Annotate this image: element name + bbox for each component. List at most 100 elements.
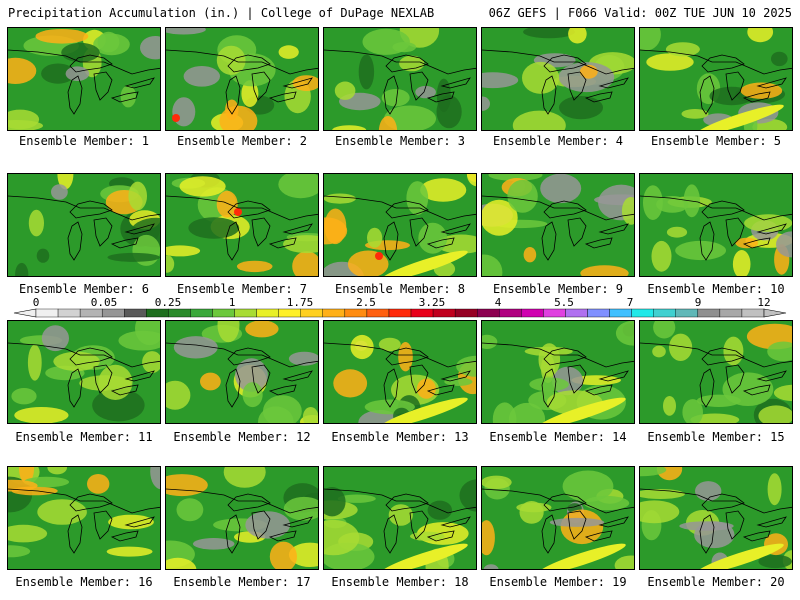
colorbar-segment [719,308,743,318]
ensemble-map-panel [481,173,635,277]
colorbar-tick-label: 9 [694,296,702,309]
ensemble-map-panel [165,320,319,424]
precip-map [482,321,634,423]
precip-map [166,321,318,423]
colorbar-segment [344,308,368,318]
colorbar-tick-label: 7 [626,296,634,309]
colorbar-segment [101,308,125,318]
ensemble-map-panel [481,466,635,570]
colorbar-segment [212,308,235,318]
colorbar-segment [587,308,610,318]
ensemble-map-panel [639,173,793,277]
precip-map [482,28,634,130]
ensemble-map-panel [323,466,477,570]
colorbar-max-arrow [763,308,787,318]
colorbar-segment [35,308,59,318]
ensemble-member-label: Ensemble Member: 17 [173,575,311,589]
precip-map [8,467,160,569]
colorbar-segment [477,308,500,318]
colorbar-segment [190,308,213,318]
precip-map [324,321,476,423]
colorbar-tick-label: 1 [228,296,236,309]
colorbar: 0 0.05 0.25 1 1.75 2.5 3.25 4 5.5 7 9 12 [0,296,800,322]
ensemble-member-label: Ensemble Member: 1 [18,134,150,148]
ensemble-map-panel [7,27,161,131]
colorbar-segment [741,308,765,318]
precip-map [8,174,160,276]
colorbar-tick-label: 5.5 [554,296,574,309]
precip-map [166,174,318,276]
colorbar-tick-label: 4 [494,296,502,309]
colorbar-segment [278,308,301,318]
ensemble-member-label: Ensemble Member: 7 [176,282,308,296]
ensemble-member-label: Ensemble Member: 9 [492,282,624,296]
ensemble-map-panel [639,27,793,131]
colorbar-tick-label: 0 [32,296,40,309]
colorbar-tick-label: 2.5 [356,296,376,309]
colorbar-segment [322,308,346,318]
colorbar-segment [653,308,676,318]
colorbar-segment [521,308,544,318]
colorbar-segment [234,308,257,318]
ensemble-map-panel [639,320,793,424]
ensemble-map-panel [481,27,635,131]
precip-map [640,174,792,276]
colorbar-segment [256,308,279,318]
ensemble-map-panel [7,466,161,570]
colorbar-segment [543,308,566,318]
ensemble-map-panel [323,320,477,424]
ensemble-map-panel [481,320,635,424]
colorbar-segment [124,308,147,318]
ensemble-member-label: Ensemble Member: 2 [176,134,308,148]
colorbar-segment [454,308,478,318]
ensemble-map-panel [165,173,319,277]
colorbar-segment [410,308,434,318]
ensemble-map-panel [7,320,161,424]
model-run-info: 06Z GEFS | F066 Valid: 00Z TUE JUN 10 20… [488,6,792,20]
ensemble-member-label: Ensemble Member: 6 [18,282,150,296]
precip-map [482,174,634,276]
precip-map [640,28,792,130]
ensemble-member-label: Ensemble Member: 11 [15,430,153,444]
precip-map [166,467,318,569]
ensemble-map-panel [323,173,477,277]
precip-map [324,467,476,569]
colorbar-segment [366,308,390,318]
precip-map [324,174,476,276]
ensemble-member-label: Ensemble Member: 15 [647,430,785,444]
colorbar-segment [168,308,191,318]
colorbar-segment [146,308,169,318]
ensemble-map-panel [165,27,319,131]
ensemble-map-panel [7,173,161,277]
colorbar-segment [432,308,456,318]
precip-map [8,28,160,130]
ensemble-member-label: Ensemble Member: 19 [489,575,627,589]
precip-map [166,28,318,130]
ensemble-member-label: Ensemble Member: 12 [173,430,311,444]
colorbar-segment [300,308,323,318]
ensemble-map-panel [165,466,319,570]
ensemble-map-panel [639,466,793,570]
colorbar-tick-label: 0.25 [154,296,182,309]
colorbar-segment [565,308,588,318]
precip-map [640,321,792,423]
precip-map [482,467,634,569]
ensemble-member-label: Ensemble Member: 3 [334,134,466,148]
ensemble-member-label: Ensemble Member: 16 [15,575,153,589]
colorbar-segment [499,308,522,318]
ensemble-member-label: Ensemble Member: 10 [647,282,785,296]
precip-map [640,467,792,569]
colorbar-tick-label: 12 [757,296,771,309]
colorbar-scale [13,308,787,318]
ensemble-member-label: Ensemble Member: 20 [647,575,785,589]
colorbar-tick-label: 3.25 [418,296,446,309]
colorbar-segment [388,308,412,318]
ensemble-member-label: Ensemble Member: 8 [334,282,466,296]
ensemble-member-label: Ensemble Member: 5 [650,134,782,148]
colorbar-segment [609,308,632,318]
colorbar-segment [79,308,103,318]
precip-map [324,28,476,130]
ensemble-member-label: Ensemble Member: 13 [331,430,469,444]
colorbar-min-arrow [13,308,37,318]
page-title: Precipitation Accumulation (in.) | Colle… [8,6,435,20]
